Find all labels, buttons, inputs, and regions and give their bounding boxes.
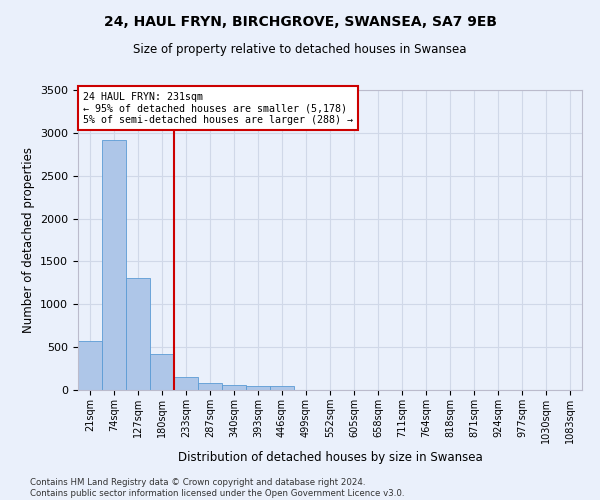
Bar xyxy=(246,386,270,390)
Text: Contains HM Land Registry data © Crown copyright and database right 2024.
Contai: Contains HM Land Registry data © Crown c… xyxy=(30,478,404,498)
Y-axis label: Number of detached properties: Number of detached properties xyxy=(22,147,35,333)
Bar xyxy=(150,354,174,390)
Bar xyxy=(78,341,102,390)
Bar xyxy=(102,140,126,390)
Bar xyxy=(174,376,198,390)
Bar xyxy=(198,383,222,390)
Bar xyxy=(270,386,294,390)
Bar xyxy=(222,386,246,390)
Bar xyxy=(126,278,150,390)
X-axis label: Distribution of detached houses by size in Swansea: Distribution of detached houses by size … xyxy=(178,451,482,464)
Text: 24 HAUL FRYN: 231sqm
← 95% of detached houses are smaller (5,178)
5% of semi-det: 24 HAUL FRYN: 231sqm ← 95% of detached h… xyxy=(83,92,353,124)
Text: Size of property relative to detached houses in Swansea: Size of property relative to detached ho… xyxy=(133,42,467,56)
Text: 24, HAUL FRYN, BIRCHGROVE, SWANSEA, SA7 9EB: 24, HAUL FRYN, BIRCHGROVE, SWANSEA, SA7 … xyxy=(104,15,497,29)
